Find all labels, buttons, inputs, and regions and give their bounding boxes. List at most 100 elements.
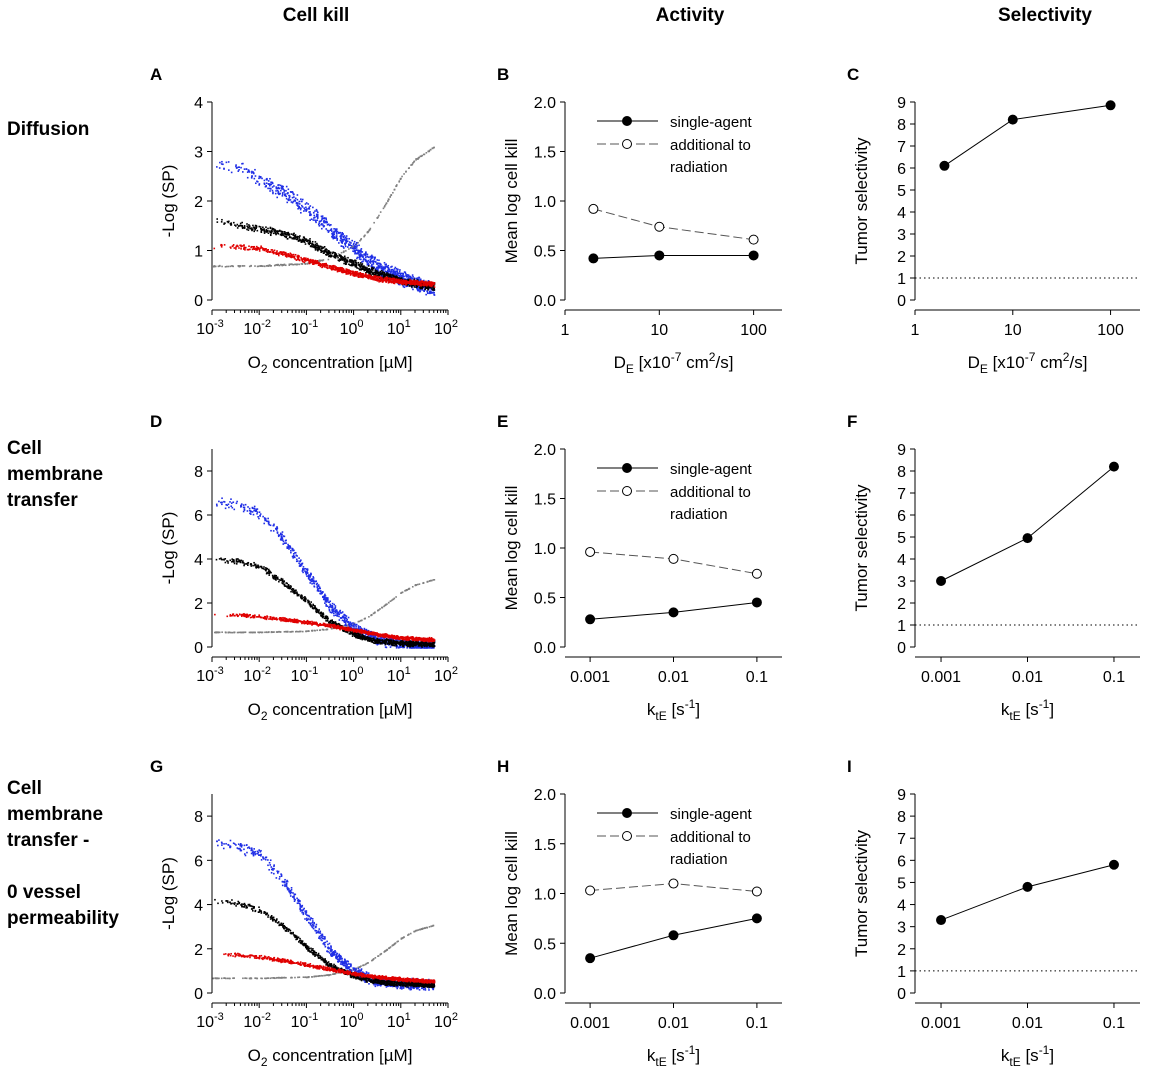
data-point [390,266,392,268]
data-point [271,228,274,231]
data-point [231,265,234,267]
data-point [312,206,314,209]
data-point [398,270,401,273]
data-point [382,269,384,272]
data-point [394,266,397,269]
data-point [286,233,289,235]
data-point [279,538,282,541]
data-point [428,290,431,293]
data-point [372,639,375,642]
data-point [348,243,350,246]
data-point [329,251,332,254]
data-point [343,613,345,616]
data-point [249,631,252,634]
data-point [283,264,285,266]
data-point [365,276,368,278]
data-point [357,241,359,244]
data-point [220,501,222,504]
y-tick-label: 4 [194,552,203,569]
data-point [328,609,331,612]
data-point [293,549,295,552]
data-point [228,220,230,223]
data-point [357,632,359,635]
data-point [403,286,406,289]
data-point [305,206,307,209]
data-point [359,255,362,258]
data-point [362,268,365,270]
data-point [361,273,364,275]
data-point [391,638,393,641]
data-point [284,232,287,234]
data-point [276,263,279,266]
data-point [349,625,351,627]
data-point [282,535,285,537]
data-point [311,242,313,245]
data-point [425,287,428,289]
data-point [335,267,337,270]
data-point [389,271,392,274]
data-point [252,172,255,174]
data-point [336,238,339,240]
data-point [359,253,362,255]
x-tick-label: 10 [1004,322,1022,339]
data-point [296,593,299,595]
data-point [367,264,370,266]
data-point [301,570,304,572]
data-point [282,234,285,236]
data-point [369,262,372,264]
data-point [229,501,231,503]
data-point [378,640,380,643]
data-point [277,535,280,538]
data-point [356,634,359,636]
data-point [348,260,351,262]
data-point [298,630,301,633]
data-point [427,285,429,287]
data-point [369,256,372,258]
data-point [340,624,343,627]
data-point [373,221,375,224]
data-point [320,251,322,253]
data-point [654,221,665,232]
data-point [281,192,284,194]
data-point [271,189,274,192]
data-point [417,286,420,288]
data-point [220,246,223,248]
data-point [348,248,350,250]
data-point [320,264,323,266]
data-point [352,243,355,246]
data-point [432,286,435,288]
data-point [398,181,400,183]
data-point [384,267,386,270]
data-point [403,275,405,278]
data-point [245,563,247,565]
data-point [428,580,431,582]
data-point [225,161,228,164]
data-point [309,242,312,244]
data-point [418,583,421,585]
data-point [343,255,346,258]
data-point [298,235,300,238]
data-point [405,278,408,281]
data-point [298,200,301,203]
data-point [345,268,348,270]
data-point [331,236,334,239]
data-point [391,281,394,284]
data-point [280,253,283,255]
data-point [335,609,338,611]
data-point [286,201,289,204]
data-point [224,507,227,510]
data-point [350,242,352,244]
data-point [293,592,296,595]
data-point [400,275,402,277]
data-point [370,635,372,638]
data-point [343,271,346,274]
data-point [237,631,240,634]
data-point [344,243,347,246]
data-point [296,238,299,240]
data-point [316,260,319,262]
data-point [344,245,347,248]
data-point [315,580,318,582]
data-point [391,274,393,276]
data-point [362,258,365,261]
